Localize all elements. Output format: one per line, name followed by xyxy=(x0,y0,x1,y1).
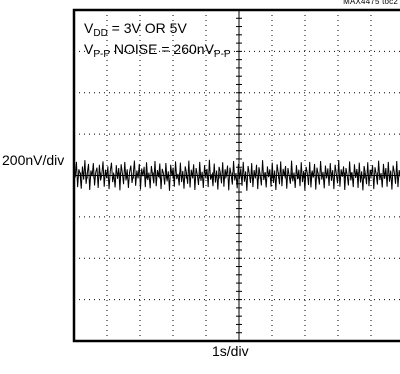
annotation-main: V xyxy=(84,20,94,36)
annotation-main: V xyxy=(84,41,94,57)
annotation-subscript: P-P xyxy=(93,49,111,60)
annotation-subscript: DD xyxy=(93,28,108,39)
noise-annotation: VP-P NOISE = 260nVP-P xyxy=(84,41,231,60)
chart-id-label: MAX4475 toc2 xyxy=(343,0,398,6)
y-axis-label: 200nV/div xyxy=(2,152,65,168)
annotation-text: = 3V OR 5V xyxy=(107,20,187,36)
supply-voltage-annotation: VDD = 3V OR 5V xyxy=(84,20,187,39)
noise-trace xyxy=(73,159,400,191)
annotation-text: NOISE = 260nV xyxy=(110,41,214,57)
annotation-subscript-2: P-P xyxy=(213,49,231,60)
x-axis-label: 1s/div xyxy=(212,343,249,359)
